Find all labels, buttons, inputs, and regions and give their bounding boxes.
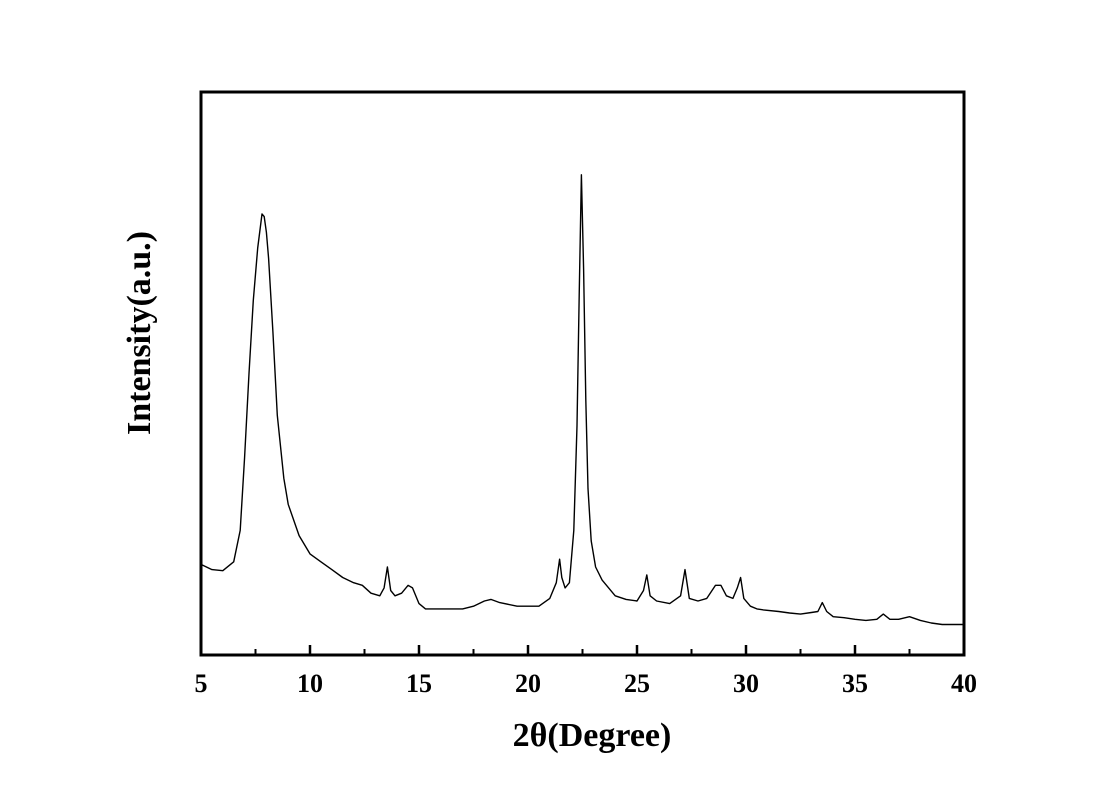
- x-tick-label: 30: [733, 669, 759, 698]
- x-tick-label: 5: [195, 669, 208, 698]
- x-axis-ticks: [199, 645, 966, 655]
- x-axis-title: 2θ(Degree): [513, 717, 672, 754]
- x-tick-label: 35: [842, 669, 868, 698]
- x-tick-label: 20: [515, 669, 541, 698]
- plot-frame: [199, 90, 966, 657]
- y-axis-title: Intensity(a.u.): [121, 231, 158, 435]
- x-tick-label: 10: [297, 669, 323, 698]
- x-axis-tick-labels: 5 10 15 20 25 30 35 40: [195, 669, 978, 698]
- intensity-line: [200, 174, 964, 626]
- x-tick-label: 25: [624, 669, 650, 698]
- x-tick-label: 15: [406, 669, 432, 698]
- x-tick-label: 40: [951, 669, 977, 698]
